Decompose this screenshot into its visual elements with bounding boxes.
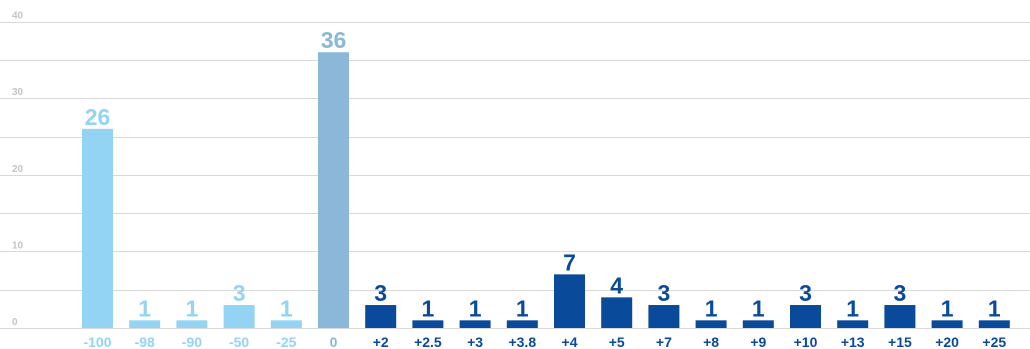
category-label: -90 <box>182 334 202 349</box>
bar <box>176 320 208 328</box>
category-label: +9 <box>750 334 766 349</box>
y-tick-label: 10 <box>12 240 24 251</box>
y-tick-label: 40 <box>12 11 24 22</box>
category-label: -98 <box>135 334 155 349</box>
bar-value-label: 1 <box>941 295 954 321</box>
bar-value-label: 3 <box>233 280 246 306</box>
bar-value-label: 7 <box>563 249 576 275</box>
bar <box>884 305 916 328</box>
y-tick-label: 30 <box>12 87 24 98</box>
bar <box>601 297 633 328</box>
bar-value-label: 1 <box>422 295 435 321</box>
bars <box>82 52 1010 329</box>
category-labels: -100 -98 -90 -50 -25 0 +2 +2.5 +3 +3.8 +4 +5 +7 +8 +9 +… <box>83 334 1006 349</box>
y-tick-label: 0 <box>12 317 18 328</box>
bar <box>459 320 491 328</box>
bar <box>978 320 1010 328</box>
bar-value-label: 1 <box>469 295 482 321</box>
bar-value-label: 26 <box>85 104 111 130</box>
bar <box>790 305 821 328</box>
bar <box>742 320 774 328</box>
category-label: -100 <box>83 334 111 349</box>
category-label: +4 <box>562 334 578 349</box>
category-label: +7 <box>656 334 672 349</box>
value-labels: 26 1 1 3 1 36 3 1 1 1 7 4 3 1 1 3 1 3 1 1 <box>85 27 1001 321</box>
bar-value-label: 1 <box>280 295 293 321</box>
bar-value-label: 1 <box>138 295 151 321</box>
category-label: -50 <box>229 334 249 349</box>
bar-value-label: 1 <box>846 295 859 321</box>
category-label: +5 <box>609 334 625 349</box>
bar <box>270 320 302 328</box>
grid-lines <box>0 22 1030 329</box>
category-label: +2 <box>373 334 389 349</box>
bar-value-label: 1 <box>988 295 1001 321</box>
bar-value-label: 1 <box>705 295 718 321</box>
category-label: 0 <box>330 334 338 349</box>
category-label: +15 <box>888 334 912 349</box>
bar-value-label: 3 <box>894 280 907 306</box>
category-label: +2.5 <box>414 334 442 349</box>
category-label: -25 <box>276 334 296 349</box>
bar <box>318 52 349 329</box>
bar-value-label: 1 <box>186 295 199 321</box>
bar <box>648 305 680 328</box>
category-label: +20 <box>935 334 959 349</box>
bar <box>82 128 113 328</box>
bar-value-label: 36 <box>321 27 347 53</box>
bar-value-label: 3 <box>799 280 812 306</box>
bar <box>412 320 444 328</box>
category-label: +8 <box>703 334 719 349</box>
bar <box>931 320 963 328</box>
bar-value-label: 3 <box>374 280 387 306</box>
category-label: +3.8 <box>508 334 536 349</box>
bar <box>365 305 397 328</box>
category-label: +13 <box>841 334 865 349</box>
bar <box>129 320 161 328</box>
bar <box>223 305 255 328</box>
bar <box>506 320 538 328</box>
y-axis-ticks: 0 10 20 30 40 <box>12 11 24 328</box>
y-tick-label: 20 <box>12 164 24 175</box>
bar <box>554 274 585 328</box>
bar-value-label: 4 <box>610 272 623 298</box>
bar-value-label: 1 <box>516 295 529 321</box>
bar-value-label: 3 <box>658 280 671 306</box>
category-label: +25 <box>982 334 1006 349</box>
category-label: +10 <box>794 334 818 349</box>
bar <box>695 320 727 328</box>
bar <box>837 320 869 328</box>
bar-value-label: 1 <box>752 295 765 321</box>
category-label: +3 <box>467 334 483 349</box>
